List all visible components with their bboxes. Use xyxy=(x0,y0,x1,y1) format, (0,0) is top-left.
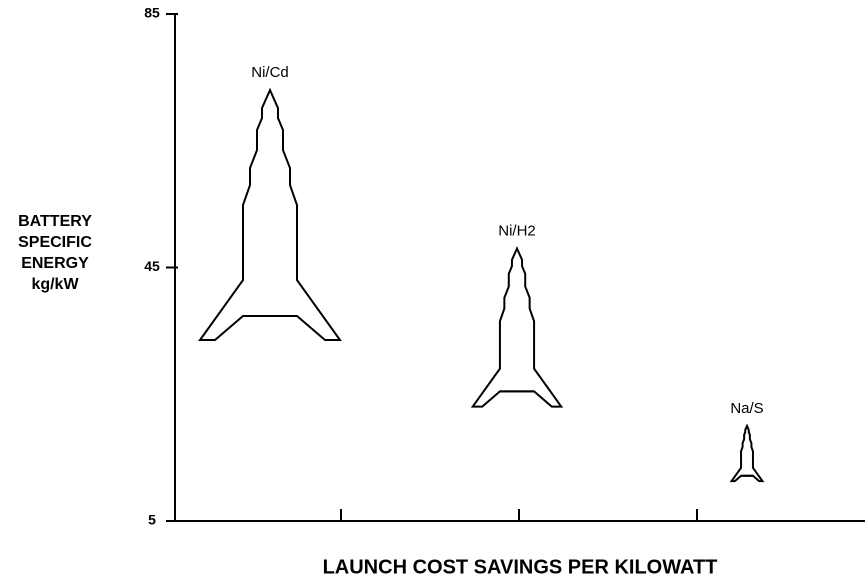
y-tick-label: 5 xyxy=(148,512,156,528)
rocket xyxy=(200,90,340,340)
rocket-label: Ni/H2 xyxy=(498,222,536,239)
rocket-label: Na/S xyxy=(730,400,763,417)
y-axis-title: BATTERY xyxy=(18,213,92,230)
y-tick-label: 45 xyxy=(144,258,160,274)
chart: LAUNCH COST SAVINGS PER KILOWATT 5 45 85 BA… xyxy=(0,0,865,583)
x-axis-title: LAUNCH COST SAVINGS PER KILOWATT xyxy=(323,556,718,578)
y-axis-title: kg/kW xyxy=(31,276,79,293)
y-tick-label: 85 xyxy=(144,5,160,21)
rocket xyxy=(732,426,763,481)
y-axis-title: SPECIFIC xyxy=(18,234,92,251)
y-axis-title: ENERGY xyxy=(21,255,89,272)
rocket xyxy=(473,248,562,406)
rocket-label: Ni/Cd xyxy=(251,64,289,81)
